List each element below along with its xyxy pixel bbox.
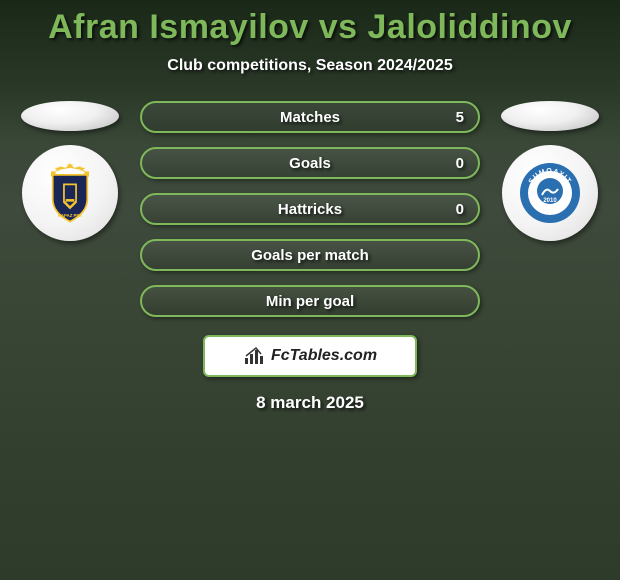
stat-right-value: 5 xyxy=(456,109,464,126)
date-label: 8 march 2025 xyxy=(256,393,364,413)
player-right-crest: 2010 SUMQAYIT Futbol Klubu xyxy=(502,145,598,241)
brand-badge[interactable]: FcTables.com xyxy=(203,335,417,377)
page-title: Afran Ismayilov vs Jaloliddinov xyxy=(48,8,572,47)
player-right-avatar-placeholder xyxy=(501,101,599,131)
svg-text:KAPAZ PFK: KAPAZ PFK xyxy=(58,213,83,218)
stat-row-matches: Matches 5 xyxy=(140,101,480,133)
stat-row-goals: Goals 0 xyxy=(140,147,480,179)
stat-row-goals-per-match: Goals per match xyxy=(140,239,480,271)
stat-right-value: 0 xyxy=(456,155,464,172)
stat-label: Matches xyxy=(280,109,340,126)
comparison-section: KAPAZ PFK Matches 5 Goals 0 Hattricks 0 … xyxy=(0,101,620,317)
stat-label: Goals xyxy=(289,155,331,172)
stat-row-min-per-goal: Min per goal xyxy=(140,285,480,317)
shield-icon: KAPAZ PFK xyxy=(42,161,98,225)
player-left-col: KAPAZ PFK xyxy=(20,101,120,241)
stat-row-hattricks: Hattricks 0 xyxy=(140,193,480,225)
subtitle: Club competitions, Season 2024/2025 xyxy=(167,57,452,75)
stat-label: Hattricks xyxy=(278,201,342,218)
chart-icon xyxy=(243,346,267,366)
player-right-col: 2010 SUMQAYIT Futbol Klubu xyxy=(500,101,600,241)
badge-icon: 2010 SUMQAYIT Futbol Klubu xyxy=(518,161,582,225)
stat-label: Goals per match xyxy=(251,247,369,264)
player-left-crest: KAPAZ PFK xyxy=(22,145,118,241)
stats-column: Matches 5 Goals 0 Hattricks 0 Goals per … xyxy=(140,101,480,317)
stat-label: Min per goal xyxy=(266,293,354,310)
stat-right-value: 0 xyxy=(456,201,464,218)
crest-year-text: 2010 xyxy=(543,198,557,204)
brand-text: FcTables.com xyxy=(271,347,377,365)
player-left-avatar-placeholder xyxy=(21,101,119,131)
